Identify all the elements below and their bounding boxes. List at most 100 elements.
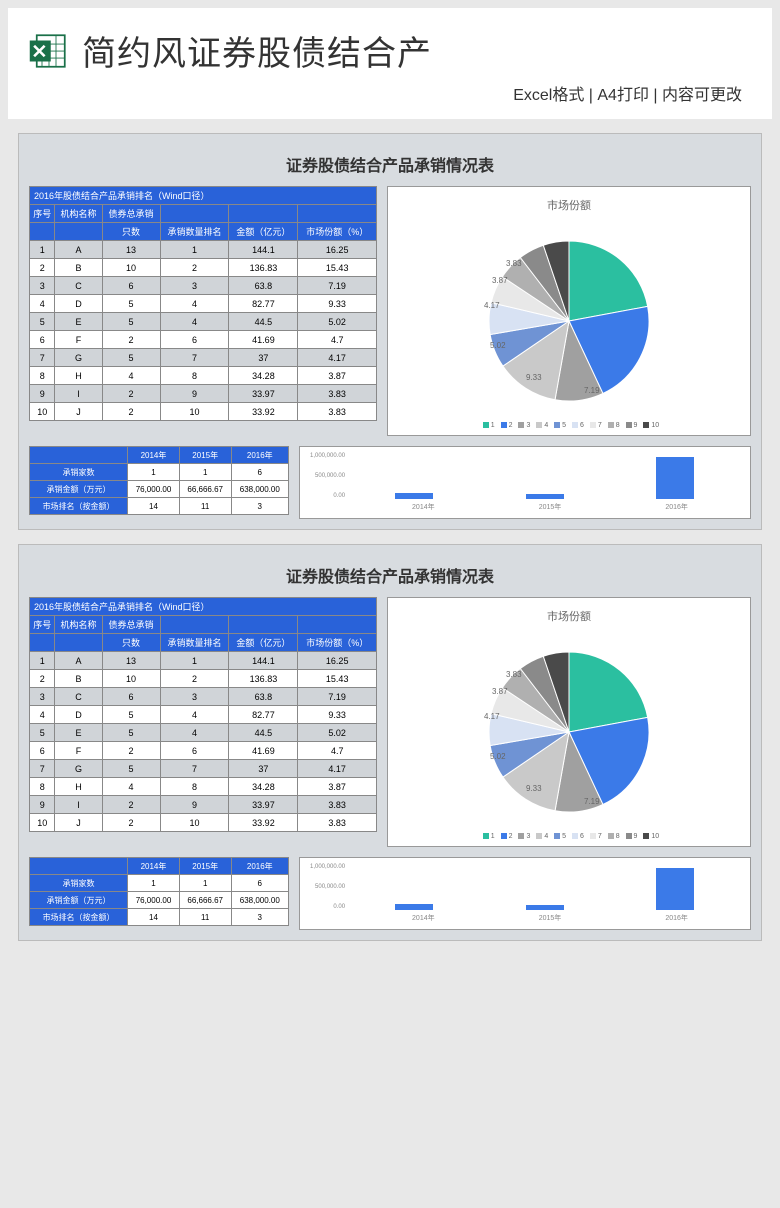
pie-title: 市场份额 (547, 197, 591, 213)
table-cell: 8 (30, 367, 55, 385)
table-cell: 5 (102, 724, 160, 742)
table-cell: 6 (30, 331, 55, 349)
bar (526, 905, 564, 910)
table-cell: 144.1 (229, 652, 298, 670)
summary-row-label: 承销金额（万元） (30, 481, 128, 498)
table-cell: 10 (160, 403, 229, 421)
table-cell: 82.77 (229, 295, 298, 313)
table-cell: 5 (102, 295, 160, 313)
table-cell: 4 (160, 724, 229, 742)
table-cell: 4 (160, 295, 229, 313)
bar (526, 494, 564, 499)
table-cell: 9.33 (298, 706, 377, 724)
table-cell: 9 (30, 385, 55, 403)
summary-row-label: 市场排名（按金额） (30, 498, 128, 515)
table-cell: 5 (102, 349, 160, 367)
table-cell: 9 (160, 796, 229, 814)
table-cell: 9 (30, 796, 55, 814)
table-cell: 5.02 (298, 313, 377, 331)
table-cell: 144.1 (229, 241, 298, 259)
table-cell: 2 (102, 385, 160, 403)
table-cell: 6 (102, 277, 160, 295)
summary-row-label: 市场排名（按金额） (30, 909, 128, 926)
table-cell: H (55, 778, 102, 796)
summary-table: 2014年2015年2016年承销家数116承销金额（万元）76,000.006… (29, 857, 289, 930)
summary-cell: 14 (128, 909, 180, 926)
table-cell: 37 (229, 760, 298, 778)
table-cell: 2 (102, 331, 160, 349)
table-cell: 4.17 (298, 760, 377, 778)
table-cell: 41.69 (229, 331, 298, 349)
table-cell: 4.7 (298, 742, 377, 760)
bar (656, 457, 694, 499)
document-preview: 证券股债结合产品承销情况表 2016年股债结合产品承销排名（Wind口径） 序号… (18, 133, 762, 530)
summary-cell: 11 (179, 498, 231, 515)
table-cell: I (55, 796, 102, 814)
summary-cell: 11 (179, 909, 231, 926)
table-cell: 5 (102, 706, 160, 724)
table-cell: 7 (30, 760, 55, 778)
table-cell: 5 (102, 313, 160, 331)
bar-chart-panel: 1,000,000.00500,000.000.00 2014年2015年201… (299, 857, 751, 930)
table-cell: 82.77 (229, 706, 298, 724)
bar (395, 493, 433, 499)
table-cell: 3 (30, 277, 55, 295)
table-cell: 2 (102, 403, 160, 421)
table-cell: D (55, 706, 102, 724)
table-cell: 8 (30, 778, 55, 796)
table-cell: E (55, 313, 102, 331)
table-cell: 2 (160, 259, 229, 277)
table-cell: 3 (160, 277, 229, 295)
table-cell: 4 (30, 706, 55, 724)
table-cell: F (55, 331, 102, 349)
table-cell: 7 (30, 349, 55, 367)
table-cell: 8 (160, 367, 229, 385)
pie-legend: 1 2 3 4 5 6 7 8 9 10 (479, 422, 659, 429)
table-cell: 3.83 (298, 814, 377, 832)
summary-cell: 1 (179, 875, 231, 892)
summary-cell: 76,000.00 (128, 481, 180, 498)
table-cell: 9.33 (298, 295, 377, 313)
y-axis-labels: 1,000,000.00500,000.000.00 (310, 864, 349, 910)
y-axis-labels: 1,000,000.00500,000.000.00 (310, 453, 349, 499)
table-cell: H (55, 367, 102, 385)
summary-cell: 638,000.00 (231, 892, 288, 909)
x-axis-labels: 2014年2015年2016年 (310, 913, 740, 923)
bar-chart (349, 864, 740, 910)
table-cell: J (55, 814, 102, 832)
table-cell: I (55, 385, 102, 403)
table-cell: 7.19 (298, 277, 377, 295)
table-cell: 10 (102, 259, 160, 277)
table-cell: 33.97 (229, 796, 298, 814)
ranking-table: 2016年股债结合产品承销排名（Wind口径） 序号机构名称债券总承销 只数承销… (29, 186, 377, 421)
table-cell: A (55, 652, 102, 670)
summary-cell: 3 (231, 909, 288, 926)
table-cell: F (55, 742, 102, 760)
table-cell: 4.17 (298, 349, 377, 367)
excel-icon (28, 30, 70, 72)
table-cell: 2 (30, 670, 55, 688)
table-cell: 3 (30, 688, 55, 706)
table-cell: 33.92 (229, 814, 298, 832)
table-cell: 2 (160, 670, 229, 688)
table-cell: 8 (160, 778, 229, 796)
table-cell: 37 (229, 349, 298, 367)
table-cell: 136.83 (229, 259, 298, 277)
doc-title: 证券股债结合产品承销情况表 (29, 555, 751, 597)
table-cell: 2 (30, 259, 55, 277)
summary-row-label: 承销家数 (30, 464, 128, 481)
table-cell: 6 (30, 742, 55, 760)
summary-cell: 1 (128, 875, 180, 892)
table-cell: 6 (102, 688, 160, 706)
pie-chart-panel: 市场份额 7.199.335.024.173.873.83 1 2 3 4 5 … (387, 597, 751, 847)
table-cell: 4.7 (298, 331, 377, 349)
table-cell: J (55, 403, 102, 421)
table-cell: 2 (102, 796, 160, 814)
summary-cell: 3 (231, 498, 288, 515)
table-cell: 41.69 (229, 742, 298, 760)
table-cell: 10 (160, 814, 229, 832)
page-header: 简约风证券股债结合产 Excel格式 | A4打印 | 内容可更改 (8, 8, 772, 119)
table-cell: 5 (30, 313, 55, 331)
table-cell: 34.28 (229, 778, 298, 796)
summary-cell: 1 (128, 464, 180, 481)
